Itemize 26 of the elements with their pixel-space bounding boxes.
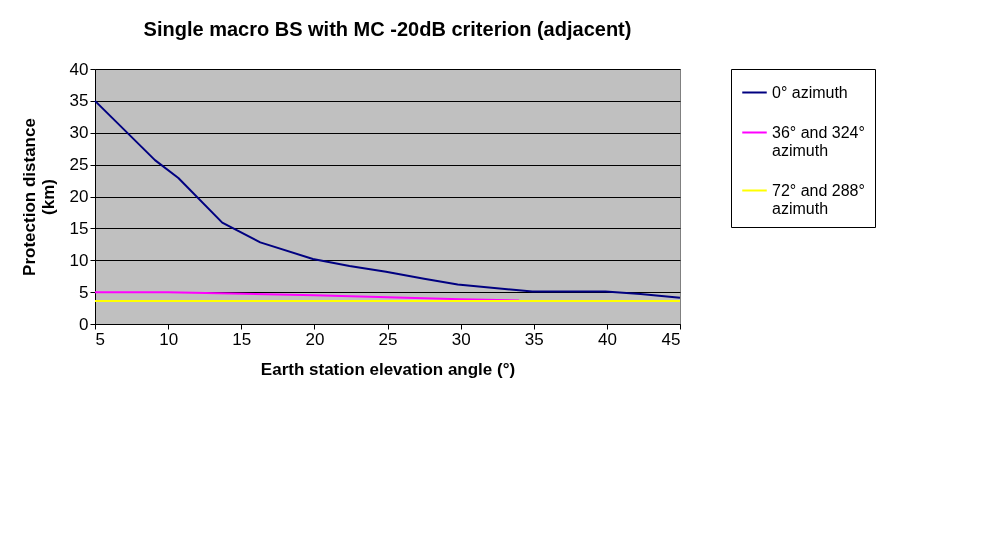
legend-label: 0° azimuth [772,83,848,101]
x-tick-label: 25 [378,329,398,349]
chart-title: Single macro BS with MC -20dB criterion (adjacent) [143,18,632,40]
y-tick-label: 40 [69,59,89,79]
x-tick-label: 40 [597,329,617,349]
y-tick-label: 0 [79,314,89,334]
x-tick-label: 15 [232,329,252,349]
y-tick-label: 35 [69,91,89,111]
line-series [94,291,521,302]
y-tick-label: 15 [69,218,89,238]
x-tick-label: 5 [95,329,105,349]
y-tick-label: 5 [79,282,89,302]
line-series [94,99,681,299]
y-tick-label: 10 [69,250,89,270]
y-axis-title: Protection distance (km) [19,118,58,276]
x-tick-label: 20 [305,329,325,349]
legend-label: 36° and 324° azimuth [772,123,865,159]
y-tick-label: 20 [69,187,89,206]
y-tick-label: 25 [69,155,89,175]
x-tick-label: 10 [159,329,179,349]
x-tick-label: 45 [661,329,681,349]
x-axis-title: Earth station elevation angle (°) [260,359,516,379]
x-tick-label: 35 [524,329,544,349]
x-tick-label: 30 [451,329,471,349]
y-tick-label: 30 [69,123,89,143]
legend-label: 72° and 288° azimuth [772,181,865,217]
